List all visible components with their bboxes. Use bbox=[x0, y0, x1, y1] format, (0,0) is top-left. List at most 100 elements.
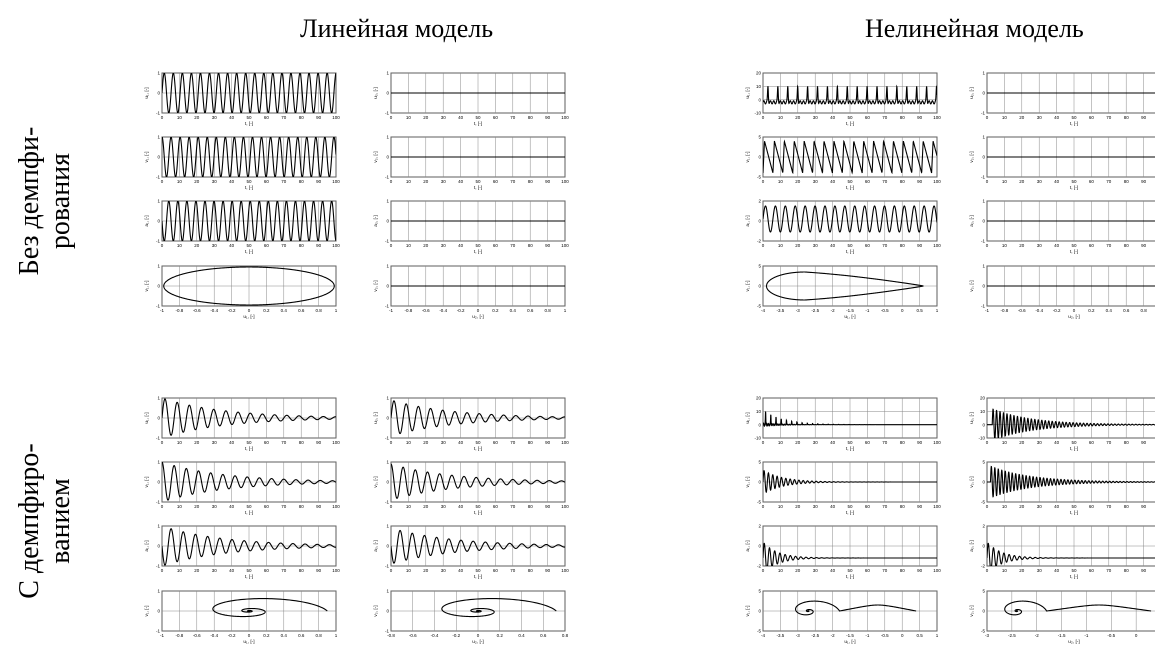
x-tick-label: 70 bbox=[281, 568, 287, 573]
y-tick-label: 2 bbox=[758, 199, 761, 204]
y-tick-label: -1 bbox=[981, 175, 985, 180]
x-tick-label: 40 bbox=[458, 115, 464, 120]
x-tick-label: -0.8 bbox=[387, 633, 395, 638]
x-tick-label: 0 bbox=[390, 504, 393, 509]
x-tick-label: 30 bbox=[441, 504, 447, 509]
x-tick-label: 70 bbox=[510, 504, 516, 509]
x-tick-label: 20 bbox=[194, 243, 200, 248]
x-tick-label: -3 bbox=[985, 633, 989, 638]
x-tick-label: 100 bbox=[332, 440, 340, 445]
x-tick-label: 90 bbox=[1141, 179, 1147, 184]
x-tick-label: 0 bbox=[161, 504, 164, 509]
y-axis-label: v₂, [-] bbox=[969, 151, 975, 162]
x-tick-label: 40 bbox=[229, 568, 235, 573]
x-axis-label: t, [-] bbox=[245, 249, 253, 255]
x-tick-label: 70 bbox=[1106, 115, 1112, 120]
x-tick-label: 90 bbox=[545, 243, 551, 248]
x-tick-label: 0 bbox=[390, 115, 393, 120]
x-tick-label: -2 bbox=[1035, 633, 1039, 638]
y-tick-label: -1 bbox=[156, 111, 160, 116]
y-tick-label: 5 bbox=[758, 589, 761, 594]
x-tick-label: 50 bbox=[1071, 568, 1077, 573]
series-line bbox=[763, 411, 937, 428]
x-axis-label: t, [-] bbox=[474, 510, 482, 516]
x-tick-label: 80 bbox=[528, 504, 534, 509]
x-tick-label: 0 bbox=[986, 504, 989, 509]
x-tick-label: -1.5 bbox=[846, 633, 854, 638]
x-tick-label: 0 bbox=[1073, 308, 1076, 313]
y-tick-label: 0 bbox=[758, 155, 761, 160]
series-line bbox=[794, 600, 917, 616]
x-tick-label: 30 bbox=[813, 504, 819, 509]
lin-undamped-phase2-panel: -1 -0.8 -0.6 -0.4 -0.2 0 0.2 0.4 0.6 0.8 1 -1 0 1 u₂, … bbox=[373, 264, 567, 320]
x-tick-label: 90 bbox=[1141, 243, 1147, 248]
x-tick-label: 0.2 bbox=[263, 308, 270, 313]
x-tick-label: 30 bbox=[813, 243, 819, 248]
x-tick-label: 30 bbox=[212, 115, 218, 120]
x-tick-label: 50 bbox=[246, 243, 252, 248]
x-tick-label: 0.4 bbox=[510, 308, 517, 313]
y-tick-label: 1 bbox=[386, 396, 389, 401]
series-line bbox=[763, 84, 937, 105]
x-tick-label: 10 bbox=[1002, 504, 1008, 509]
x-tick-label: 0 bbox=[477, 308, 480, 313]
x-tick-label: 70 bbox=[882, 440, 888, 445]
x-axis-label: t, [-] bbox=[1070, 510, 1078, 516]
series-line bbox=[1004, 600, 1152, 616]
x-tick-label: 30 bbox=[441, 440, 447, 445]
series-line bbox=[162, 528, 336, 566]
x-tick-label: 0.6 bbox=[540, 633, 547, 638]
y-axis-label: v₂, [-] bbox=[969, 476, 975, 487]
x-tick-label: 60 bbox=[1089, 504, 1095, 509]
y-axis-label: u₁, [-] bbox=[144, 87, 150, 98]
x-tick-label: 60 bbox=[264, 179, 270, 184]
y-tick-label: -1 bbox=[156, 239, 160, 244]
x-tick-label: -0.5 bbox=[1107, 633, 1115, 638]
y-tick-label: -1 bbox=[385, 436, 389, 441]
x-tick-label: 80 bbox=[528, 440, 534, 445]
y-tick-label: -1 bbox=[981, 111, 985, 116]
x-tick-label: 40 bbox=[830, 440, 836, 445]
x-tick-label: 50 bbox=[1071, 115, 1077, 120]
x-tick-label: 60 bbox=[493, 243, 499, 248]
series-line bbox=[163, 266, 335, 306]
x-axis-label: t, [-] bbox=[245, 185, 253, 191]
x-tick-label: 10 bbox=[406, 115, 412, 120]
y-tick-label: 0 bbox=[157, 155, 160, 160]
x-tick-label: 80 bbox=[299, 179, 305, 184]
x-tick-label: 100 bbox=[561, 115, 569, 120]
y-tick-label: 0 bbox=[982, 422, 985, 427]
x-tick-label: -2.5 bbox=[1008, 633, 1016, 638]
x-tick-label: 50 bbox=[475, 243, 481, 248]
series-line bbox=[763, 205, 937, 233]
x-tick-label: 100 bbox=[332, 115, 340, 120]
x-tick-label: 60 bbox=[493, 440, 499, 445]
x-tick-label: 30 bbox=[212, 243, 218, 248]
column-title-linear: Линейная модель bbox=[300, 14, 494, 43]
x-tick-label: 40 bbox=[229, 115, 235, 120]
x-tick-label: 90 bbox=[917, 568, 923, 573]
x-tick-label: 50 bbox=[475, 568, 481, 573]
x-tick-label: 20 bbox=[795, 115, 801, 120]
y-axis-label: u₂, [-] bbox=[373, 412, 379, 423]
y-tick-label: -1 bbox=[385, 175, 389, 180]
y-tick-label: 0 bbox=[758, 284, 761, 289]
y-tick-label: -2 bbox=[757, 239, 761, 244]
x-axis-label: t, [-] bbox=[474, 249, 482, 255]
x-tick-label: 0 bbox=[986, 568, 989, 573]
x-tick-label: 0.5 bbox=[916, 308, 923, 313]
x-tick-label: 50 bbox=[475, 115, 481, 120]
x-tick-label: -0.6 bbox=[1018, 308, 1026, 313]
x-tick-label: 100 bbox=[933, 504, 941, 509]
y-tick-label: -5 bbox=[981, 629, 985, 634]
y-tick-label: -1 bbox=[156, 436, 160, 441]
x-tick-label: 90 bbox=[545, 115, 551, 120]
x-tick-label: 30 bbox=[813, 179, 819, 184]
y-axis-label: u₂, [-] bbox=[373, 87, 379, 98]
x-axis-label: t, [-] bbox=[245, 121, 253, 127]
x-tick-label: -0.4 bbox=[210, 633, 218, 638]
y-tick-label: 0 bbox=[386, 91, 389, 96]
x-tick-label: 0.6 bbox=[1123, 308, 1130, 313]
